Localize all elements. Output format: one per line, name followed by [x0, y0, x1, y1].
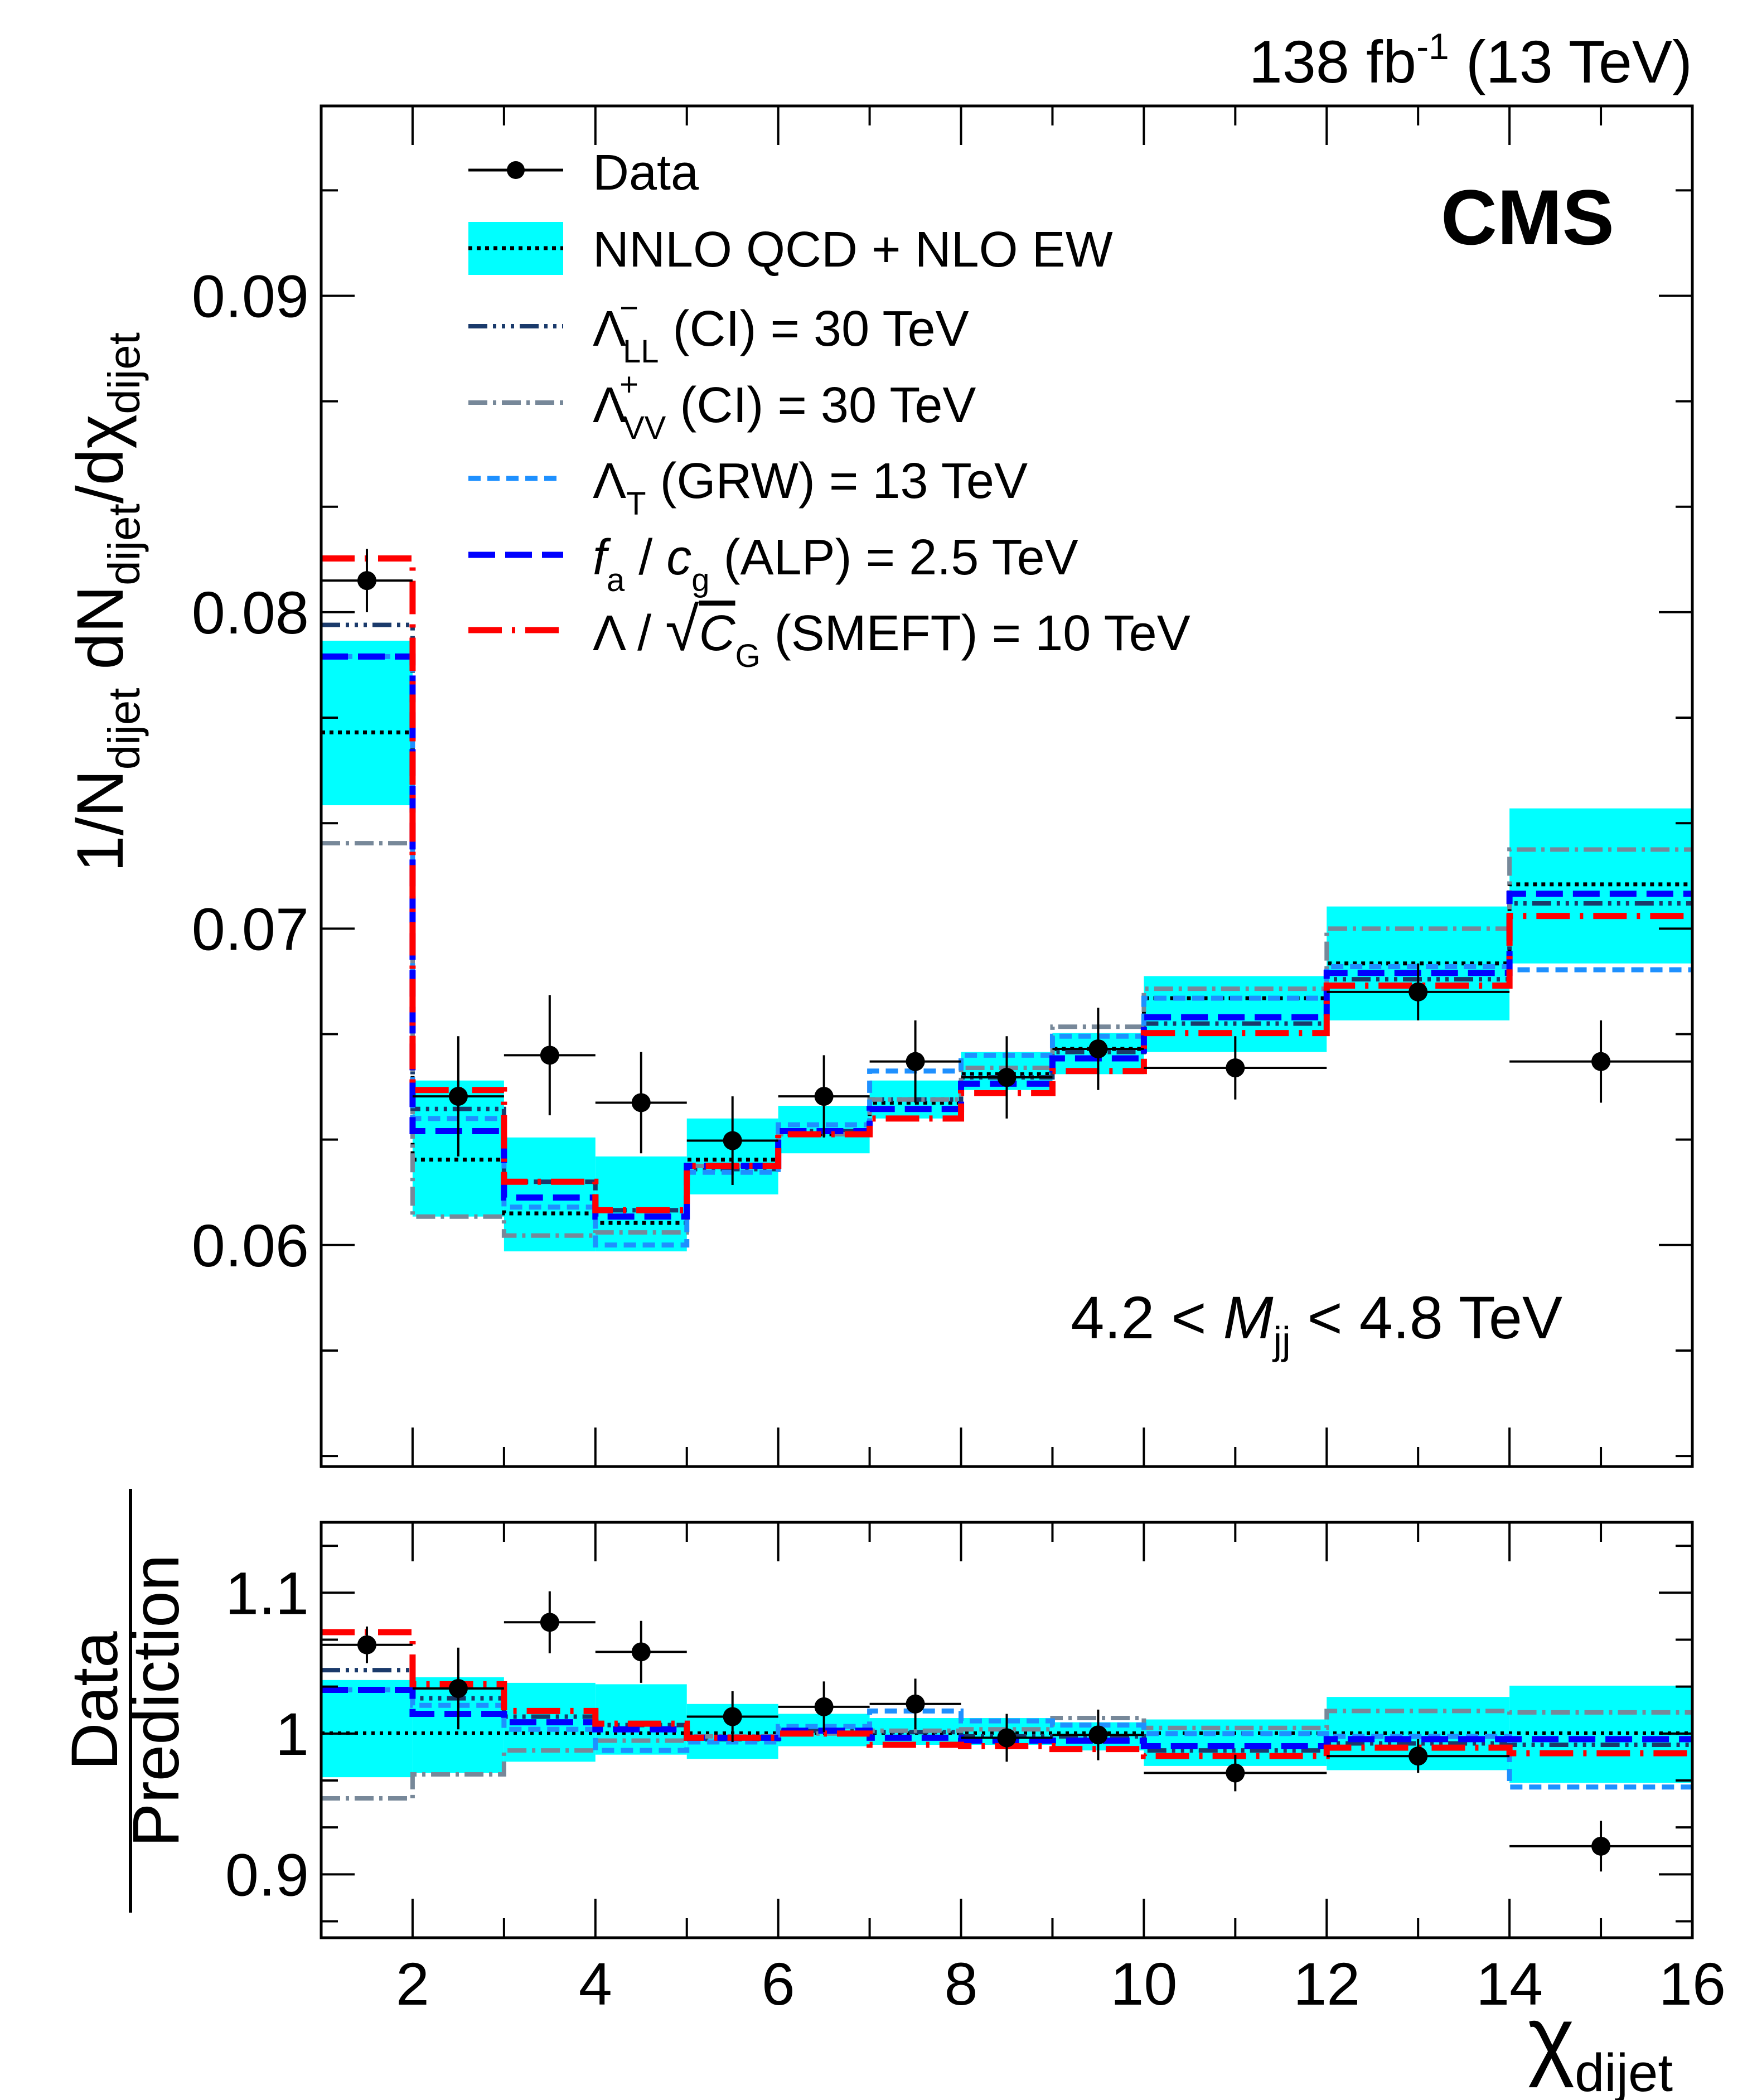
ratio-panel: 0.9 1 1.1 2 4 6 8 10 12 14 16 Data Prediction χdij… — [58, 1489, 1726, 2100]
data-point-10 — [1327, 963, 1510, 1020]
data-points — [321, 549, 1692, 1185]
x-tick-label: 6 — [762, 1950, 795, 2017]
series-grw-line — [321, 1687, 1692, 1790]
data-point-7 — [961, 1714, 1053, 1762]
y-tick-label: 0.9 — [225, 1841, 309, 1908]
data-point-6 — [869, 1020, 961, 1103]
ratio-plot-frame — [320, 1521, 1694, 1939]
band-bin-3 — [595, 1684, 687, 1755]
mass-range-annotation: 4.2 < Mjj < 4.8 TeV — [1071, 1284, 1562, 1362]
data-point-7 — [961, 1036, 1053, 1119]
x-tick-label: 14 — [1476, 1950, 1543, 2017]
svg-text:fa / cg (ALP) = 2.5 TeV: fa / cg (ALP) = 2.5 TeV — [593, 530, 1078, 598]
y-tick-label: 1 — [275, 1700, 309, 1768]
ratio-axis-ticks: 0.9 1 1.1 2 4 6 8 10 12 14 16 — [225, 1522, 1726, 2017]
data-point-1 — [412, 1036, 504, 1157]
luminosity-label: 138 fb-1 (13 TeV) — [1249, 26, 1692, 95]
band-bin-2 — [504, 1137, 596, 1252]
y-tick-label: 0.06 — [192, 1212, 309, 1279]
data-point-8 — [1052, 1008, 1144, 1090]
data-point-4 — [686, 1691, 778, 1742]
y-tick-label: 1.1 — [225, 1559, 309, 1627]
svg-text:NNLO QCD + NLO EW: NNLO QCD + NLO EW — [593, 222, 1113, 278]
data-point-5 — [778, 1681, 870, 1733]
data-point-8 — [1052, 1709, 1144, 1760]
data-point-5 — [778, 1055, 870, 1138]
svg-text:Λ+VV (CI) = 30 TeV: Λ+ VV (CI) = 30 TeV — [593, 366, 976, 446]
main-axis-ticks: 0.06 0.07 0.08 0.09 — [192, 106, 1693, 1467]
data-point-6 — [869, 1678, 961, 1730]
svg-text:ΛT (GRW) = 13 TeV: ΛT (GRW) = 13 TeV — [593, 453, 1028, 522]
data-point-2 — [504, 1591, 596, 1653]
data-point-9 — [1144, 1754, 1327, 1792]
svg-text:Λ / √CG (SMEFT) = 10 TeV: Λ / √CG (SMEFT) = 10 TeV — [593, 595, 1190, 674]
y-tick-label: 0.08 — [192, 579, 309, 646]
main-y-axis-title: 1/Ndijet dNdijet/dχdijet — [64, 332, 149, 872]
prediction-band — [321, 640, 1692, 1252]
x-tick-label: 8 — [944, 1950, 977, 2017]
ratio-y-axis-title: Data Prediction — [58, 1489, 193, 1913]
legend-item-ll: Λ− LL (CI) = 30 TeV — [468, 290, 969, 370]
data-point-2 — [504, 995, 596, 1116]
data-point-1 — [412, 1647, 504, 1730]
band-bin-0 — [321, 1680, 413, 1778]
series-alp-line — [321, 653, 1692, 1220]
legend: Data NNLO QCD + NLO EW Λ− LL (CI) = 30 Te… — [468, 145, 1190, 674]
svg-text:Data: Data — [58, 1631, 132, 1770]
svg-text:Data: Data — [593, 145, 699, 201]
legend-item-alp: fa / cg (ALP) = 2.5 TeV — [468, 530, 1078, 598]
svg-text:Prediction: Prediction — [119, 1555, 193, 1847]
main-panel: 0.06 0.07 0.08 0.09 CMS 4.2 < Mjj < 4.8 TeV… — [64, 104, 1694, 1468]
y-tick-label: 0.07 — [192, 895, 309, 962]
svg-text:1/Ndijet dNdijet/dχdijet: 1/Ndijet dNdijet/dχdijet — [64, 332, 149, 872]
data-point-4 — [686, 1096, 778, 1185]
legend-item-qcd: NNLO QCD + NLO EW — [468, 222, 1113, 278]
x-tick-label: 12 — [1293, 1950, 1360, 2017]
series-ll-line — [321, 622, 1692, 1213]
data-point-0 — [321, 1626, 413, 1663]
legend-item-vv: Λ+ VV (CI) = 30 TeV — [468, 366, 976, 446]
y-tick-label: 0.09 — [192, 262, 309, 330]
series-smeft-line — [321, 555, 1692, 1213]
x-tick-label: 16 — [1659, 1950, 1726, 2017]
main-plot-frame — [320, 104, 1694, 1468]
svg-text:Λ−LL (CI) = 30 TeV: Λ− LL (CI) = 30 TeV — [593, 290, 969, 370]
data-point-3 — [595, 1052, 687, 1154]
x-tick-label: 2 — [396, 1950, 429, 2017]
band-bin-0 — [321, 640, 413, 806]
data-point-11 — [1509, 1020, 1692, 1103]
legend-item-smeft: Λ / √CG (SMEFT) = 10 TeV — [468, 595, 1190, 674]
legend-item-data: Data — [468, 145, 699, 201]
band-bin-3 — [595, 1156, 687, 1252]
data-point-10 — [1327, 1739, 1510, 1773]
data-point-9 — [1144, 1036, 1327, 1100]
ratio-data-points — [321, 1591, 1692, 1872]
cms-label: CMS — [1441, 173, 1614, 261]
x-tick-label: 10 — [1110, 1950, 1177, 2017]
data-point-11 — [1509, 1821, 1692, 1872]
series-smeft-line — [321, 1629, 1692, 1759]
data-point-0 — [321, 549, 413, 612]
data-point-3 — [595, 1620, 687, 1683]
legend-item-grw: ΛT (GRW) = 13 TeV — [468, 453, 1028, 522]
x-axis-title: χdijet — [1528, 1988, 1673, 2100]
x-tick-label: 4 — [579, 1950, 612, 2017]
